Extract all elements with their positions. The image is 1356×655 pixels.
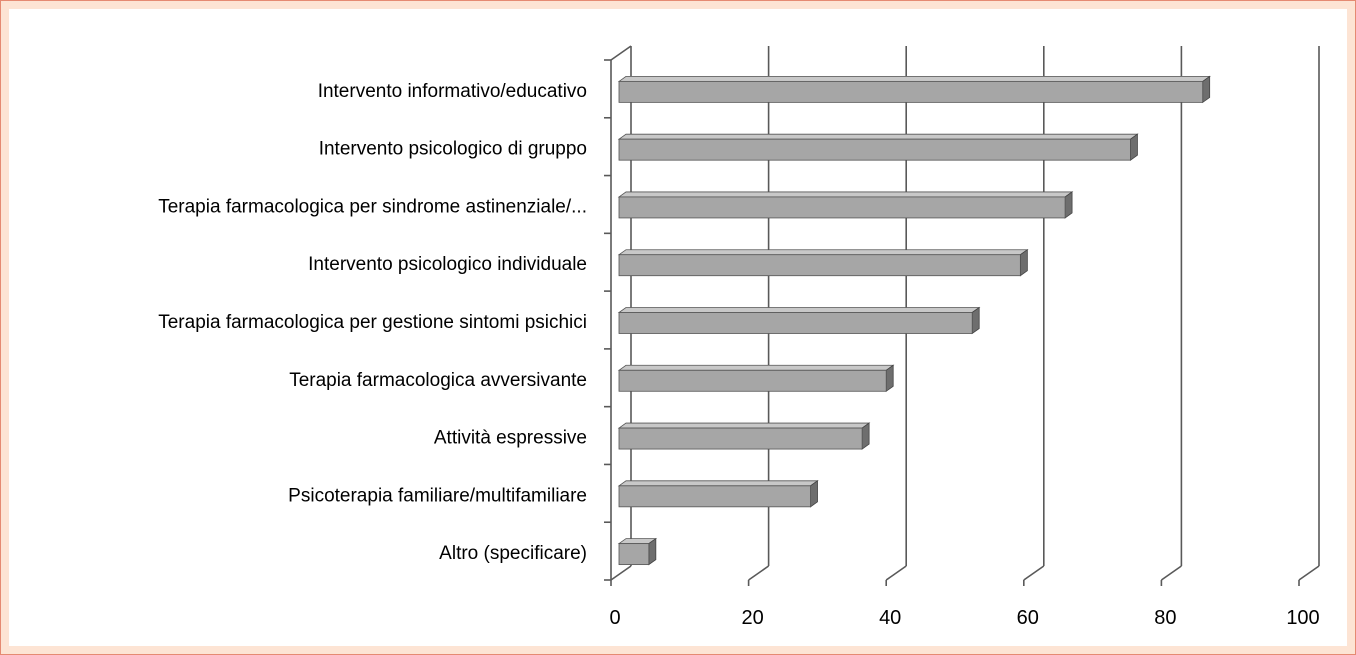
bar-side-1 [1130, 133, 1138, 161]
bar-7 [618, 485, 811, 508]
bar-side-6 [861, 422, 870, 450]
bar-side-7 [810, 480, 818, 508]
bar-side-5 [885, 364, 894, 393]
bar-2 [618, 196, 1066, 219]
bar-top-3 [617, 249, 1029, 256]
bar-side-2 [1064, 191, 1073, 219]
bar-8 [618, 543, 650, 566]
category-label-1: Intervento psicologico di gruppo [319, 139, 587, 160]
bar-top-1 [617, 133, 1139, 140]
x-tick-label-80: 80 [1154, 607, 1176, 629]
bar-6 [618, 427, 863, 450]
bar-5 [618, 369, 887, 392]
bar-side-3 [1019, 248, 1028, 277]
bar-top-4 [617, 307, 981, 313]
x-tick-label-40: 40 [879, 607, 901, 629]
bar-0 [618, 80, 1204, 103]
bar-top-5 [617, 364, 895, 371]
bar-1 [618, 138, 1131, 161]
bar-top-7 [617, 480, 819, 487]
category-label-6: Attività espressive [434, 428, 587, 449]
bar-side-0 [1202, 75, 1211, 104]
category-label-4: Terapia farmacologica per gestione sinto… [158, 312, 587, 333]
floor-line-80 [1160, 565, 1182, 581]
x-tick-label-60: 60 [1017, 607, 1039, 629]
bar-top-0 [617, 75, 1211, 82]
floor-line-0 [610, 565, 632, 581]
floor-line-60 [1023, 565, 1045, 581]
category-label-7: Psicoterapia familiare/multifamiliare [288, 485, 587, 506]
bar-top-2 [617, 191, 1074, 198]
x-tick-label-0: 0 [609, 607, 620, 629]
category-label-2: Terapia farmacologica per sindrome astin… [158, 196, 587, 217]
x-tick-label-20: 20 [741, 607, 763, 629]
floor-line-100 [1298, 565, 1320, 581]
category-label-8: Altro (specificare) [439, 543, 587, 564]
bar-4 [618, 312, 973, 334]
bar-side-8 [648, 537, 657, 566]
bar-top-6 [617, 422, 871, 429]
bar-side-4 [971, 306, 980, 335]
category-label-5: Terapia farmacologica avversivante [289, 370, 587, 391]
floor-line-20 [748, 565, 770, 581]
bar-3 [618, 254, 1021, 277]
category-label-0: Intervento informativo/educativo [318, 81, 587, 102]
floor-line-40 [885, 565, 907, 581]
side-wall-top-edge [610, 45, 632, 61]
category-label-3: Intervento psicologico individuale [308, 254, 587, 275]
x-tick-label-100: 100 [1286, 607, 1319, 629]
